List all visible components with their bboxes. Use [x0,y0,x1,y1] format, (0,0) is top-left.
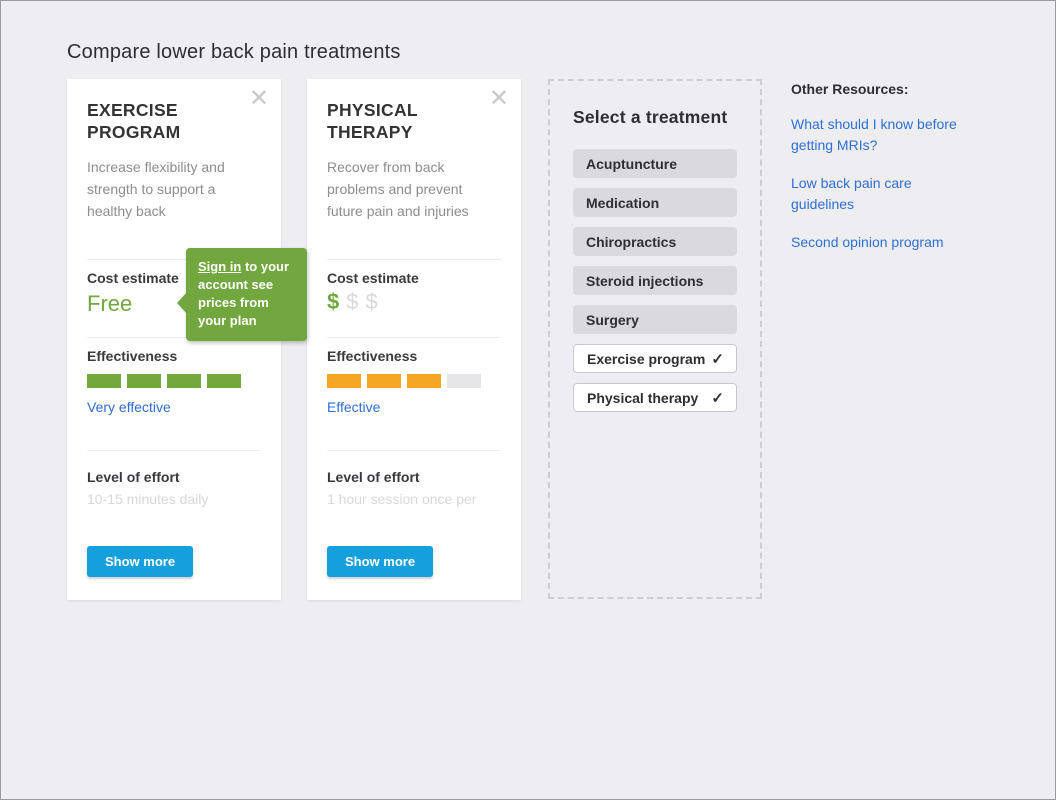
effectiveness-bar-filled [167,374,201,388]
treatment-option-label: Surgery [586,311,639,328]
show-more-button[interactable]: Show more [87,546,194,577]
effectiveness-bar-empty [447,374,481,388]
sign-in-link[interactable]: Sign in [198,259,242,274]
card-description: Recover from back problems and prevent f… [327,159,469,219]
effectiveness-bar-chart [87,374,241,388]
dollar-icon: $ [327,289,347,314]
divider [87,337,261,338]
check-icon: ✓ [711,389,724,407]
level-of-effort-value: 10-15 minutes daily [87,491,209,507]
effectiveness-bar-chart [327,374,481,388]
treatment-option-label: Exercise program [587,350,706,367]
divider [327,337,501,338]
select-treatment-title: Select a treatment [573,107,728,127]
resource-link-guidelines[interactable]: Low back pain care guidelines [791,175,912,212]
show-more-button[interactable]: Show more [327,546,434,577]
treatment-option-label: Chiropractics [586,233,677,250]
treatment-option-chiropractics[interactable]: Chiropractics [573,227,737,256]
treatment-option-surgery[interactable]: Surgery [573,305,737,334]
treatment-card-physical-therapy: ✕ PHYSICAL THERAPY Recover from back pro… [307,79,521,600]
tooltip-text: to your account see prices from your pla… [198,259,290,328]
treatment-option-exercise-program[interactable]: Exercise program ✓ [573,344,737,373]
effectiveness-heading: Effectiveness [87,348,178,364]
effectiveness-bar-filled [207,374,241,388]
treatment-option-label: Acuptuncture [586,155,677,172]
treatment-option-medication[interactable]: Medication [573,188,737,217]
cost-estimate-value: $$$ [327,289,385,315]
treatment-option-label: Physical therapy [587,389,699,406]
close-icon[interactable]: ✕ [248,85,269,112]
cost-estimate-value: Free [87,291,133,316]
treatment-option-acuptuncture[interactable]: Acuptuncture [573,149,737,178]
sign-in-tooltip: Sign in to your account see prices from … [177,248,307,341]
select-treatment-panel: Select a treatment Acuptuncture Medicati… [548,79,762,599]
close-icon[interactable]: ✕ [488,85,509,112]
effectiveness-bar-filled [87,374,121,388]
effectiveness-label-link[interactable]: Effective [327,399,381,415]
effectiveness-heading: Effectiveness [327,348,418,364]
treatment-option-physical-therapy[interactable]: Physical therapy ✓ [573,383,737,412]
divider [87,259,261,260]
cost-estimate-heading: Cost estimate [87,270,179,286]
check-icon: ✓ [711,350,724,368]
effectiveness-label-link[interactable]: Very effective [87,399,171,415]
treatment-option-steroid-injections[interactable]: Steroid injections [573,266,737,295]
resource-link-second-opinion[interactable]: Second opinion program [791,234,944,250]
other-resources-heading: Other Resources: [791,81,909,97]
effectiveness-bar-filled [407,374,441,388]
treatment-option-label: Steroid injections [586,272,704,289]
card-title: EXERCISE PROGRAM [87,100,181,142]
level-of-effort-value: 1 hour session once per [327,491,477,507]
divider [87,450,261,451]
cost-estimate-heading: Cost estimate [327,270,419,286]
tooltip-arrow-icon [177,292,187,314]
card-description: Increase flexibility and strength to sup… [87,159,225,219]
page-title: Compare lower back pain treatments [67,41,401,64]
treatment-list: Acuptuncture Medication Chiropractics St… [550,149,760,412]
effectiveness-bar-filled [367,374,401,388]
resource-link-mri[interactable]: What should I know before getting MRIs? [791,116,957,153]
card-title: PHYSICAL THERAPY [327,100,418,142]
dollar-icon: $ [346,289,366,314]
dollar-icon: $ [365,289,385,314]
divider [327,259,501,260]
level-of-effort-heading: Level of effort [327,469,420,485]
level-of-effort-heading: Level of effort [87,469,180,485]
effectiveness-bar-filled [127,374,161,388]
other-resources: Other Resources: What should I know befo… [791,81,991,253]
treatment-option-label: Medication [586,194,660,211]
divider [327,450,501,451]
effectiveness-bar-filled [327,374,361,388]
